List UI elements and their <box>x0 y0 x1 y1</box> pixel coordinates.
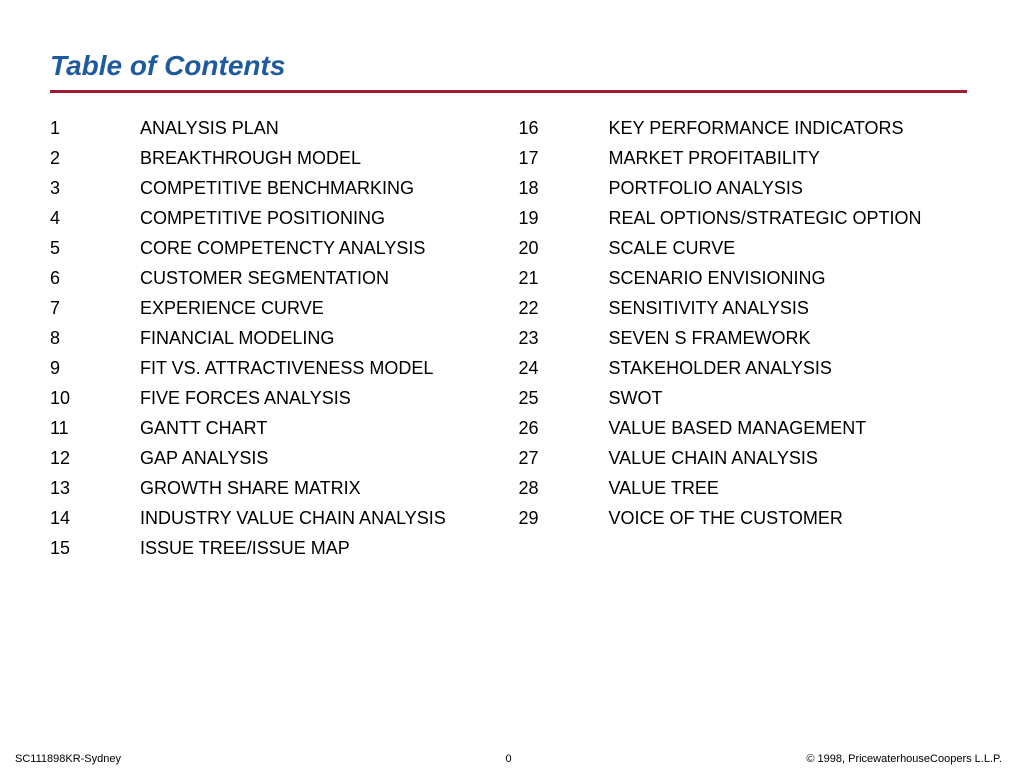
toc-number: 3 <box>50 178 140 199</box>
toc-label: GAP ANALYSIS <box>140 448 499 469</box>
toc-label: BREAKTHROUGH MODEL <box>140 148 499 169</box>
toc-number: 23 <box>519 328 609 349</box>
toc-number: 28 <box>519 478 609 499</box>
toc-row: 25SWOT <box>519 388 968 409</box>
toc-number: 20 <box>519 238 609 259</box>
toc-label: FIT VS. ATTRACTIVENESS MODEL <box>140 358 499 379</box>
toc-number: 1 <box>50 118 140 139</box>
toc-label: COMPETITIVE BENCHMARKING <box>140 178 499 199</box>
toc-number: 15 <box>50 538 140 559</box>
toc-row: 18PORTFOLIO ANALYSIS <box>519 178 968 199</box>
toc-label: STAKEHOLDER ANALYSIS <box>609 358 968 379</box>
toc-row: 8FINANCIAL MODELING <box>50 328 499 349</box>
toc-column-1: 1ANALYSIS PLAN2BREAKTHROUGH MODEL3COMPET… <box>50 118 499 568</box>
toc-label: SCALE CURVE <box>609 238 968 259</box>
toc-row: 24STAKEHOLDER ANALYSIS <box>519 358 968 379</box>
toc-row: 14INDUSTRY VALUE CHAIN ANALYSIS <box>50 508 499 529</box>
toc-number: 25 <box>519 388 609 409</box>
toc-row: 6CUSTOMER SEGMENTATION <box>50 268 499 289</box>
toc-row: 26VALUE BASED MANAGEMENT <box>519 418 968 439</box>
toc-number: 29 <box>519 508 609 529</box>
toc-number: 9 <box>50 358 140 379</box>
toc-columns: 1ANALYSIS PLAN2BREAKTHROUGH MODEL3COMPET… <box>50 118 967 568</box>
toc-row: 9FIT VS. ATTRACTIVENESS MODEL <box>50 358 499 379</box>
toc-row: 17MARKET PROFITABILITY <box>519 148 968 169</box>
toc-row: 5CORE COMPETENCTY ANALYSIS <box>50 238 499 259</box>
toc-label: MARKET PROFITABILITY <box>609 148 968 169</box>
toc-number: 8 <box>50 328 140 349</box>
toc-number: 16 <box>519 118 609 139</box>
toc-label: VALUE CHAIN ANALYSIS <box>609 448 968 469</box>
toc-number: 22 <box>519 298 609 319</box>
toc-label: EXPERIENCE CURVE <box>140 298 499 319</box>
toc-number: 18 <box>519 178 609 199</box>
toc-number: 19 <box>519 208 609 229</box>
footer: SC111898KR-Sydney 0 © 1998, Pricewaterho… <box>0 753 1017 765</box>
toc-label: ANALYSIS PLAN <box>140 118 499 139</box>
toc-row: 13GROWTH SHARE MATRIX <box>50 478 499 499</box>
toc-row: 19REAL OPTIONS/STRATEGIC OPTION <box>519 208 968 229</box>
toc-number: 26 <box>519 418 609 439</box>
toc-label: GROWTH SHARE MATRIX <box>140 478 499 499</box>
toc-number: 10 <box>50 388 140 409</box>
toc-label: GANTT CHART <box>140 418 499 439</box>
toc-number: 2 <box>50 148 140 169</box>
toc-label: VOICE OF THE CUSTOMER <box>609 508 968 529</box>
toc-label: SEVEN S FRAMEWORK <box>609 328 968 349</box>
toc-number: 5 <box>50 238 140 259</box>
toc-row: 21SCENARIO ENVISIONING <box>519 268 968 289</box>
toc-label: REAL OPTIONS/STRATEGIC OPTION <box>609 208 968 229</box>
toc-label: KEY PERFORMANCE INDICATORS <box>609 118 968 139</box>
toc-column-2: 16KEY PERFORMANCE INDICATORS17MARKET PRO… <box>519 118 968 568</box>
toc-label: ISSUE TREE/ISSUE MAP <box>140 538 499 559</box>
toc-number: 27 <box>519 448 609 469</box>
footer-left: SC111898KR-Sydney <box>15 753 121 765</box>
toc-row: 16KEY PERFORMANCE INDICATORS <box>519 118 968 139</box>
toc-number: 13 <box>50 478 140 499</box>
toc-label: INDUSTRY VALUE CHAIN ANALYSIS <box>140 508 499 529</box>
toc-row: 11GANTT CHART <box>50 418 499 439</box>
toc-number: 21 <box>519 268 609 289</box>
toc-row: 20SCALE CURVE <box>519 238 968 259</box>
toc-number: 24 <box>519 358 609 379</box>
toc-row: 3COMPETITIVE BENCHMARKING <box>50 178 499 199</box>
toc-label: FINANCIAL MODELING <box>140 328 499 349</box>
title-divider <box>50 90 967 93</box>
toc-label: COMPETITIVE POSITIONING <box>140 208 499 229</box>
toc-number: 14 <box>50 508 140 529</box>
toc-label: SCENARIO ENVISIONING <box>609 268 968 289</box>
toc-row: 10FIVE FORCES ANALYSIS <box>50 388 499 409</box>
toc-number: 6 <box>50 268 140 289</box>
footer-page-number: 0 <box>505 753 511 765</box>
toc-row: 1ANALYSIS PLAN <box>50 118 499 139</box>
toc-row: 27VALUE CHAIN ANALYSIS <box>519 448 968 469</box>
toc-row: 4COMPETITIVE POSITIONING <box>50 208 499 229</box>
toc-row: 28VALUE TREE <box>519 478 968 499</box>
toc-number: 7 <box>50 298 140 319</box>
toc-number: 4 <box>50 208 140 229</box>
toc-row: 23SEVEN S FRAMEWORK <box>519 328 968 349</box>
toc-row: 29VOICE OF THE CUSTOMER <box>519 508 968 529</box>
toc-label: PORTFOLIO ANALYSIS <box>609 178 968 199</box>
toc-row: 15ISSUE TREE/ISSUE MAP <box>50 538 499 559</box>
toc-label: VALUE BASED MANAGEMENT <box>609 418 968 439</box>
toc-row: 22SENSITIVITY ANALYSIS <box>519 298 968 319</box>
toc-label: FIVE FORCES ANALYSIS <box>140 388 499 409</box>
toc-number: 12 <box>50 448 140 469</box>
toc-row: 7EXPERIENCE CURVE <box>50 298 499 319</box>
toc-label: CORE COMPETENCTY ANALYSIS <box>140 238 499 259</box>
toc-label: VALUE TREE <box>609 478 968 499</box>
toc-row: 2BREAKTHROUGH MODEL <box>50 148 499 169</box>
footer-copyright: © 1998, PricewaterhouseCoopers L.L.P. <box>806 753 1002 765</box>
toc-label: SENSITIVITY ANALYSIS <box>609 298 968 319</box>
toc-label: SWOT <box>609 388 968 409</box>
toc-row: 12GAP ANALYSIS <box>50 448 499 469</box>
page-title: Table of Contents <box>50 50 967 82</box>
toc-number: 11 <box>50 418 140 439</box>
toc-number: 17 <box>519 148 609 169</box>
toc-label: CUSTOMER SEGMENTATION <box>140 268 499 289</box>
